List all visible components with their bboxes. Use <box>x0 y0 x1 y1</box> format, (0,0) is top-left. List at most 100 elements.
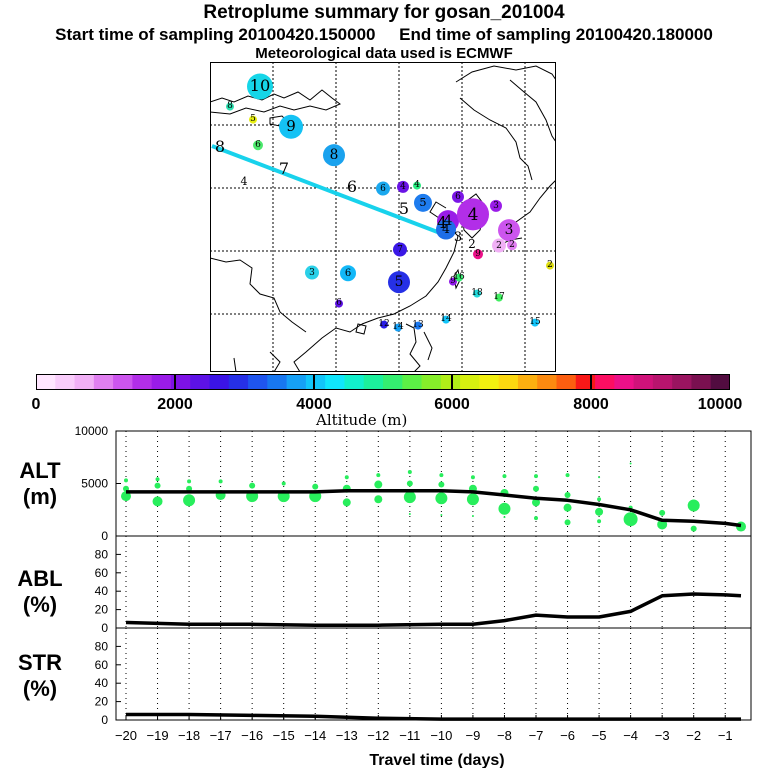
traj-label: 14 <box>392 322 404 332</box>
met-data-label: Meteorological data used is ECMWF <box>255 45 513 62</box>
colorbar-cell <box>498 374 519 390</box>
trajectory-map: 10 9 8 8 5 6 6 4 4 6 5 4 4 4 3 3 2 2 3 6… <box>210 62 556 372</box>
traj-marker <box>394 323 402 332</box>
alt-scatter-point <box>659 509 666 516</box>
traj-label: 6 <box>455 192 461 202</box>
str-panel-ylabel: STR (%) <box>0 650 80 702</box>
alt-scatter-point <box>565 473 570 478</box>
y-tick-labels: 0 5000 10000 0 20 40 60 80 0 20 40 60 80 <box>75 425 109 727</box>
alt-scatter-point <box>502 474 507 479</box>
colorbar-cell <box>556 374 577 390</box>
traj-label: 6 <box>345 268 351 279</box>
coast-north-east <box>455 65 556 143</box>
alt-scatter-point <box>534 516 538 521</box>
alt-scatter-points <box>121 462 746 532</box>
coast-manchuria <box>459 97 533 181</box>
colorbar-cell <box>672 374 693 390</box>
traj-label: 2 <box>547 260 553 270</box>
mean-path-label: 2 <box>468 237 476 251</box>
chart-title: Retroplume summary for gosan_201004 <box>203 2 565 23</box>
alt-scatter-point <box>403 491 416 504</box>
traj-marker <box>492 238 506 253</box>
colorbar-cell <box>614 374 635 390</box>
traj-label: 5 <box>419 196 426 209</box>
y-tick-label: 80 <box>95 639 109 653</box>
alt-scatter-point <box>155 477 160 482</box>
y-tick-label: 20 <box>95 603 109 617</box>
x-tick-label: −1 <box>718 728 733 743</box>
colorbar-cell <box>74 374 95 390</box>
x-axis-title: Travel time (days) <box>369 752 504 768</box>
colorbar-cell <box>537 374 558 390</box>
trajectory-marker-labels: 10 9 8 8 5 6 6 4 4 6 5 4 4 4 3 3 2 2 3 6… <box>227 76 553 332</box>
y-tick-label: 40 <box>95 676 109 690</box>
x-tick-label: −4 <box>623 728 638 743</box>
sampling-times: Start time of sampling 20100420.150000 E… <box>0 25 768 45</box>
traj-marker <box>449 277 457 286</box>
traj-marker <box>249 115 257 124</box>
traj-label: 6 <box>336 298 342 308</box>
coast-china-east <box>361 235 459 325</box>
y-tick-label: 10000 <box>75 425 109 438</box>
traj-marker <box>226 102 234 111</box>
alt-scatter-point <box>408 512 411 515</box>
colorbar-cell <box>36 374 56 390</box>
alt-scatter-point <box>503 516 506 519</box>
alt-scatter-point <box>406 480 413 487</box>
panel-grid <box>116 430 726 721</box>
colorbar-cell <box>383 374 403 390</box>
mean-path-labels: 8 7 6 5 4 3 2 4 <box>215 137 476 251</box>
traj-label: 8 <box>227 101 233 111</box>
x-tick-label: −9 <box>466 728 481 743</box>
colorbar-cell <box>305 374 326 390</box>
traj-marker <box>442 315 450 324</box>
colorbar-cell <box>113 374 133 390</box>
alt-scatter-point <box>466 493 479 506</box>
traj-label: 3 <box>505 222 514 238</box>
traj-marker <box>546 261 554 270</box>
colorbar-cell <box>691 374 712 390</box>
traj-marker <box>380 320 388 329</box>
traj-label: 9 <box>286 117 296 135</box>
x-tick-label: −14 <box>304 728 326 743</box>
y-tick-label: 0 <box>101 713 108 727</box>
colorbar-cell <box>517 374 538 390</box>
colorbar-cell <box>325 374 346 390</box>
alt-scatter-point <box>439 473 444 478</box>
mean-trajectory-line <box>211 144 449 238</box>
traj-label: 13 <box>412 320 424 330</box>
colorbar-tick: 10000 <box>697 396 743 413</box>
alt-scatter-point <box>435 492 448 505</box>
alt-scatter-point <box>498 502 511 515</box>
traj-label: 18 <box>471 288 483 298</box>
traj-marker <box>340 265 356 282</box>
traj-marker <box>388 271 410 294</box>
mean-lines <box>125 489 742 721</box>
traj-marker <box>473 289 481 298</box>
alt-scatter-point <box>470 475 475 480</box>
end-sampling-label: End time of sampling 20100420.180000 <box>399 25 713 44</box>
start-sampling-label: Start time of sampling 20100420.150000 <box>55 25 376 44</box>
mean-path-label: 5 <box>399 199 409 218</box>
colorbar-cell <box>710 374 730 390</box>
alt-scatter-point <box>249 482 256 489</box>
alt-scatter-point <box>533 485 539 492</box>
traj-label: 8 <box>330 147 339 163</box>
alt-scatter-point <box>154 482 161 489</box>
colorbar-dividers <box>174 374 592 390</box>
x-tick-label: −3 <box>655 728 670 743</box>
mean-line-alt <box>126 489 742 528</box>
x-tick-label: −19 <box>147 728 169 743</box>
colorbar-cell <box>170 374 191 390</box>
colorbar-cell <box>55 374 76 390</box>
alt-scatter-point <box>312 483 319 490</box>
alt-scatter-point <box>407 469 412 474</box>
x-tick-label: −16 <box>241 728 263 743</box>
alt-scatter-point <box>629 462 632 465</box>
colorbar-cell <box>652 374 673 390</box>
panel-frames <box>115 430 752 721</box>
y-tick-label: 60 <box>95 566 109 580</box>
alt-scatter-point <box>690 525 697 532</box>
alt-scatter-point <box>124 478 128 483</box>
x-tick-label: −5 <box>592 728 607 743</box>
